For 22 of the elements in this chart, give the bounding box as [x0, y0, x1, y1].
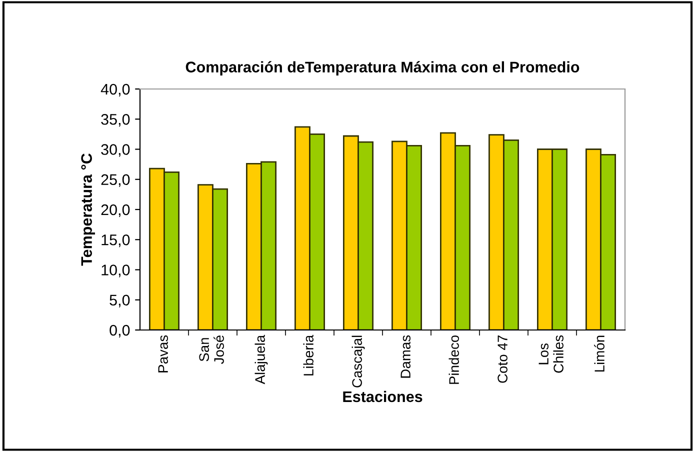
y-tick-label: 10,0: [102, 264, 130, 278]
x-tick-label: Cascajal: [352, 336, 365, 388]
x-tick-label: Alajuela: [254, 334, 268, 384]
y-tick-label: 15,0: [102, 234, 130, 248]
x-tick-label: San José: [199, 335, 224, 364]
x-tick-label: Los Chiles: [538, 335, 564, 373]
x-tick-label: Coto 47: [498, 336, 508, 383]
x-tick-label: Pindeco: [448, 335, 459, 384]
y-tick-label: 0,0: [110, 324, 130, 338]
y-tick-label: 5,0: [110, 294, 130, 308]
x-tick-label: Damas: [400, 335, 410, 378]
y-tick-label: 35,0: [101, 114, 130, 127]
y-tick-label: 30,0: [101, 144, 130, 157]
y-tick-label: 20,0: [101, 204, 130, 217]
y-tick-label: 40,0: [100, 84, 130, 96]
x-tick-label: Limón: [594, 336, 604, 372]
x-axis-title: Estaciones: [343, 390, 422, 402]
x-tick-label: Liberia: [303, 334, 314, 376]
x-tick-label: Pavas: [158, 335, 168, 372]
chart-title: Comparación deTemperatura Máxima con el Promedio: [186, 61, 580, 76]
y-axis-title: Temperatura °C: [81, 154, 95, 266]
y-tick-label: 25,0: [101, 174, 130, 187]
